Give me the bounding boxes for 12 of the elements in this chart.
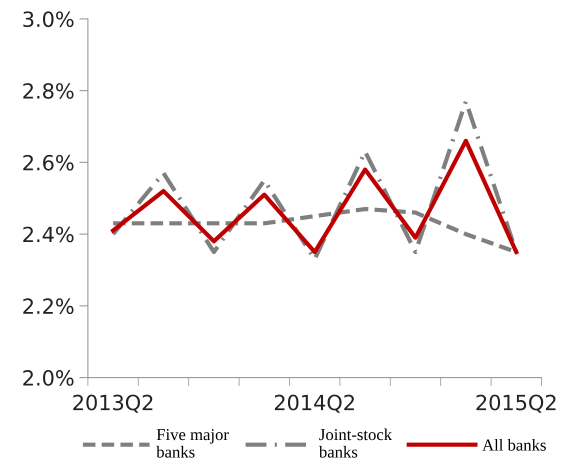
- x-tick-label: 2013Q2: [73, 394, 152, 413]
- y-tick-label: 2.8%: [23, 83, 74, 99]
- y-tick-label: 2.4%: [23, 226, 74, 242]
- x-tick-label: 2015Q2: [476, 394, 556, 413]
- y-tick-label: 2.2%: [23, 298, 74, 314]
- legend-label: Five major banks: [156, 429, 229, 458]
- legend-label: Joint-stock banks: [318, 428, 392, 458]
- legend-label: All banks: [482, 438, 546, 451]
- y-tick-label: 3.0%: [23, 11, 74, 28]
- x-tick-label: 2014Q2: [274, 394, 354, 413]
- y-tick-label: 2.6%: [23, 154, 74, 171]
- y-tick-label: 2.0%: [23, 370, 74, 386]
